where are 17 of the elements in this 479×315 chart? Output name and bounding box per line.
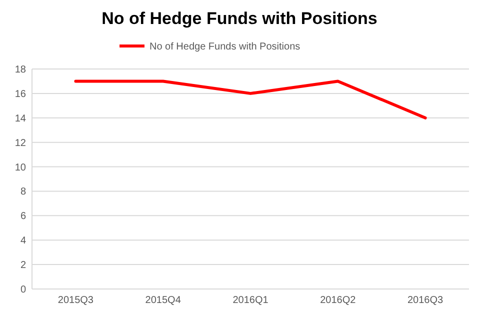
y-tick-label: 2	[20, 260, 26, 272]
x-tick-label: 2015Q4	[145, 295, 182, 306]
x-tick-label: 2016Q3	[408, 295, 444, 306]
y-tick-label: 16	[14, 88, 26, 100]
x-tick-label: 2015Q3	[58, 295, 94, 306]
y-tick-label: 4	[20, 236, 26, 247]
x-tick-label: 2016Q2	[320, 295, 356, 306]
chart-title: No of Hedge Funds with Positions	[102, 9, 378, 28]
y-tick-label: 8	[20, 186, 26, 198]
y-tick-label: 18	[14, 64, 26, 76]
y-tick-label: 14	[14, 113, 26, 124]
x-tick-label: 2016Q1	[232, 295, 269, 306]
y-tick-label: 0	[20, 284, 26, 296]
y-tick-label: 10	[14, 162, 26, 174]
y-tick-label: 6	[20, 211, 26, 222]
legend-label: No of Hedge Funds with Positions	[150, 42, 300, 52]
y-tick-label: 12	[14, 138, 26, 149]
